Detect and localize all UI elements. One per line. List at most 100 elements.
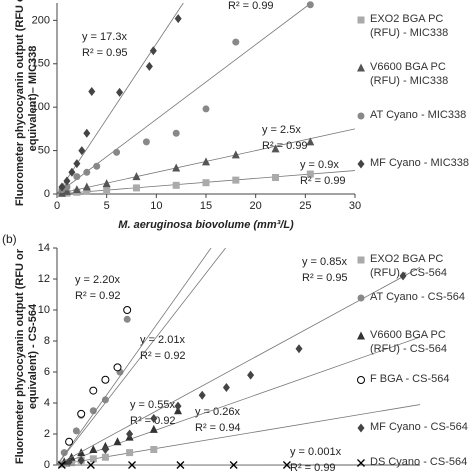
fit-r2: R² = 0.94 <box>195 422 241 434</box>
fit-r2: R² = 0.99 <box>290 462 336 474</box>
legend-entry: EXO2 BGA PC (RFU) - MIC338 <box>356 12 474 40</box>
point <box>68 167 76 177</box>
legend-entry: AT Cyano - CS-564 <box>356 290 474 304</box>
trend-line <box>56 2 312 195</box>
fit-r2: R² = 0.99 <box>228 0 274 12</box>
point <box>142 138 150 146</box>
y-tick-label: 14 <box>38 242 50 254</box>
fit-r2: R² = 0.99 <box>300 175 346 187</box>
point <box>101 453 109 461</box>
point <box>89 455 97 463</box>
point <box>113 148 121 156</box>
legend-marker <box>357 376 365 384</box>
fit-equation: y = 0.85x <box>302 256 347 268</box>
fit-equation: y = 0.26x <box>195 406 240 418</box>
point <box>306 170 314 178</box>
fit-equation: y = 17.3x <box>82 31 127 43</box>
point <box>113 437 122 446</box>
y-tick-label: 150 <box>32 58 50 70</box>
legend-entry: AT Cyano - MIC338 <box>356 108 474 122</box>
trend-line <box>56 247 212 466</box>
fit-equation: y = 0.55x <box>130 399 175 411</box>
point <box>58 182 66 192</box>
x-tick-label: 0 <box>54 200 60 212</box>
point <box>113 363 122 372</box>
point <box>172 181 180 189</box>
panel-label: (b) <box>2 232 17 246</box>
point <box>399 271 407 281</box>
legend-entry: V6600 BGA PC (RFU) - MIC338 <box>356 60 474 88</box>
legend-marker <box>357 459 365 467</box>
point <box>126 429 134 439</box>
x-tick-label: 25 <box>299 200 311 212</box>
y-tick-label: 100 <box>32 101 50 113</box>
point <box>57 461 66 469</box>
legend-label: F BGA - CS-564 <box>370 373 450 385</box>
fit-r2: R² = 0.95 <box>82 47 128 59</box>
point <box>172 163 181 172</box>
fit-equation: y = 0.001x <box>290 446 342 458</box>
point <box>63 176 71 186</box>
point <box>149 424 158 433</box>
legend-entry: EXO2 BGA PC (RFU) - CS-564 <box>356 252 474 280</box>
y-tick-label: 200 <box>32 14 50 26</box>
y-tick-label: 50 <box>38 144 50 156</box>
point <box>83 128 91 138</box>
point <box>132 172 141 181</box>
point <box>89 407 97 415</box>
point <box>123 306 132 314</box>
point <box>295 344 303 354</box>
legend-entry: V6600 BGA PC (RFU) - CS-564 <box>356 328 474 356</box>
x-tick-label: 10 <box>150 200 162 212</box>
point <box>101 375 110 384</box>
point <box>65 437 74 446</box>
point <box>89 445 98 453</box>
point <box>150 446 158 453</box>
y-tick-label: 0 <box>44 459 50 471</box>
point <box>247 370 255 380</box>
fit-r2: R² = 0.92 <box>75 290 121 302</box>
point <box>272 174 280 182</box>
y-axis-label: Fluorometer phycocyanin output (RFU or <box>14 0 26 206</box>
point <box>231 150 240 159</box>
fit-equation: y = 0.9x <box>300 159 339 171</box>
point <box>149 46 157 56</box>
y-tick-label: 12 <box>38 273 50 285</box>
legend-swatch <box>357 256 365 264</box>
point <box>83 168 91 176</box>
point <box>77 455 85 465</box>
legend-label: AT Cyano - MIC338 <box>370 109 467 121</box>
legend-label: MF Cyano - CS-564 <box>370 421 468 433</box>
legend-label: V6600 BGA PC (RFU) - CS-564 <box>370 329 448 355</box>
point <box>73 173 81 181</box>
point <box>126 449 134 457</box>
trend-line <box>56 336 421 466</box>
legend-label: MF Cyano - MIC338 <box>370 157 470 169</box>
point <box>202 105 210 113</box>
legend-label: EXO2 BGA PC (RFU) - MIC338 <box>370 13 449 39</box>
point <box>174 14 182 24</box>
point <box>72 427 80 435</box>
trend-line <box>56 247 226 466</box>
point <box>73 159 81 169</box>
legend-swatch <box>357 112 365 120</box>
x-tick-label: 30 <box>349 200 361 212</box>
point <box>232 176 240 184</box>
y-tick-label: 6 <box>44 366 50 378</box>
point <box>60 449 68 457</box>
y-tick-label: 10 <box>38 304 50 316</box>
x-axis-label: M. aeruginosa biovolume (mm³/L) <box>118 219 294 231</box>
legend-swatch <box>357 294 365 302</box>
y-tick-label: 0 <box>44 188 50 200</box>
legend-swatch <box>357 376 365 384</box>
x-tick-label: 5 <box>104 200 110 212</box>
point <box>232 38 240 46</box>
point <box>222 383 230 392</box>
y-axis-label: equivalent)– MIC338 <box>27 46 39 152</box>
legend-swatch <box>357 63 365 72</box>
point <box>103 187 111 195</box>
fit-equation: y = 2.5x <box>262 124 301 136</box>
fit-r2: R² = 0.95 <box>302 272 348 284</box>
legend-marker <box>357 112 365 120</box>
